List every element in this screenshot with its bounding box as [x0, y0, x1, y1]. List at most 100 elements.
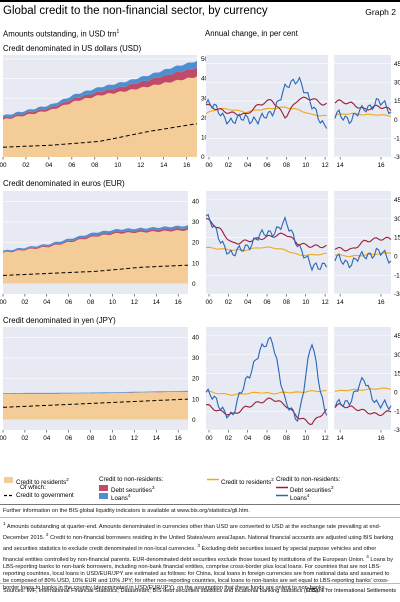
right-xtick-1-6: 12 — [322, 299, 330, 306]
right-ytick-2-1: -15 — [394, 408, 400, 415]
further-info: Further information on the BIS global li… — [3, 508, 250, 514]
right-ytick-1-2: 0 — [394, 254, 398, 261]
series-1-panel-2-b — [334, 402, 392, 417]
right-ytick-0-3: 15 — [394, 98, 400, 105]
right-ytick-0-0: -30 — [394, 154, 400, 161]
right-xtick-1-2: 04 — [244, 299, 252, 306]
series-0-panel-1-a — [205, 246, 327, 257]
right-xtick-2-2: 04 — [244, 435, 252, 442]
line-government-1 — [2, 264, 188, 276]
left-xtick-0-2: 04 — [45, 162, 53, 169]
line-government-0 — [2, 123, 198, 148]
loans-line-swatch — [276, 494, 288, 497]
left-xtick-1-3: 06 — [65, 299, 73, 306]
right-xtick-1-8: 16 — [377, 299, 385, 306]
left-xtick-1-0: 00 — [0, 299, 7, 306]
right-xtick-2-0: 00 — [205, 435, 213, 442]
legend-loans: Loans4 — [111, 493, 131, 503]
right-panel-frame-0 — [206, 55, 391, 157]
left-ytick-2-4: 40 — [192, 335, 200, 342]
left-xtick-0-0: 00 — [0, 162, 7, 169]
area-debt-0 — [3, 67, 197, 120]
right-ytick-0-2: 0 — [394, 117, 398, 124]
left-ytick-2-0: 0 — [192, 417, 196, 424]
residents-swatch — [4, 477, 13, 483]
area-residents-2 — [3, 391, 188, 420]
right-xtick-1-1: 02 — [225, 299, 233, 306]
left-xtick-0-5: 10 — [114, 162, 122, 169]
right-ytick-0-5: 45 — [394, 61, 400, 68]
right-panel-gap-1 — [328, 191, 335, 294]
series-0-panel-2-a — [206, 390, 327, 396]
right-column-heading: Annual change, in per cent — [205, 29, 298, 38]
right-xtick-1-3: 06 — [263, 299, 271, 306]
left-ytick-0-1: 10 — [201, 135, 209, 142]
section-usd-label: Credit denominated in US dollars (USD) — [3, 44, 142, 53]
right-xtick-2-6: 12 — [322, 435, 330, 442]
left-xtick-0-6: 12 — [137, 162, 145, 169]
left-xtick-0-3: 06 — [68, 162, 76, 169]
left-xtick-2-2: 04 — [43, 435, 51, 442]
right-ytick-1-1: -15 — [394, 272, 400, 279]
left-xtick-2-4: 08 — [87, 435, 95, 442]
series-2-panel-1-b — [334, 247, 392, 269]
area-loans-1 — [3, 225, 188, 253]
right-xtick-1-4: 08 — [283, 299, 291, 306]
right-xtick-0-1: 02 — [225, 162, 233, 169]
left-ytick-0-2: 20 — [201, 115, 209, 122]
right-ytick-1-4: 30 — [394, 216, 400, 223]
right-xtick-0-4: 08 — [283, 162, 291, 169]
left-column-heading: Amounts outstanding, in USD trn1 — [3, 29, 120, 39]
right-ytick-1-5: 45 — [394, 197, 400, 204]
right-xtick-0-3: 06 — [263, 162, 271, 169]
left-xtick-0-4: 08 — [91, 162, 99, 169]
left-ytick-0-0: 0 — [201, 154, 205, 161]
left-xtick-1-2: 04 — [43, 299, 51, 306]
left-xtick-0-7: 14 — [160, 162, 168, 169]
right-ytick-2-2: 0 — [394, 390, 398, 397]
series-2-panel-1-a — [205, 213, 328, 272]
right-ytick-2-0: -30 — [394, 427, 400, 434]
left-ytick-1-2: 20 — [192, 240, 200, 247]
line-government-2 — [3, 398, 189, 408]
copyright: © Bank for International Settlements — [306, 588, 396, 594]
left-ytick-1-0: 0 — [192, 281, 196, 288]
right-xtick-2-8: 16 — [377, 435, 385, 442]
left-xtick-1-5: 10 — [109, 299, 117, 306]
left-ytick-0-5: 50 — [201, 56, 209, 63]
graph-number: Graph 2 — [365, 7, 396, 17]
right-xtick-0-7: 14 — [337, 162, 345, 169]
residents-line-swatch — [207, 478, 219, 481]
series-2-panel-2-b — [334, 376, 392, 411]
left-xtick-2-0: 00 — [0, 435, 7, 442]
series-0-panel-2-b — [334, 387, 392, 392]
legend-r-residents: Credit to residents2 — [221, 477, 274, 487]
area-loans-2 — [3, 390, 188, 394]
divider-rule-3 — [0, 583, 400, 584]
right-xtick-1-0: 00 — [205, 299, 213, 306]
series-2-panel-0-a — [205, 76, 328, 129]
left-xtick-1-8: 16 — [175, 299, 183, 306]
left-ytick-1-3: 30 — [192, 219, 200, 226]
area-debt-1 — [3, 227, 188, 253]
divider-rule — [0, 504, 400, 505]
series-2-panel-2-a — [205, 336, 328, 423]
footnote-1: 1 Amounts outstanding at quarter-end. Am… — [3, 521, 381, 541]
footnotes: 1 Amounts outstanding at quarter-end. Am… — [3, 520, 397, 592]
left-xtick-2-8: 16 — [175, 435, 183, 442]
legend-r-loans: Loans4 — [290, 493, 310, 503]
right-xtick-2-3: 06 — [263, 435, 271, 442]
left-xtick-1-7: 14 — [153, 299, 161, 306]
section-jpy-label: Credit denominated in yen (JPY) — [3, 316, 116, 325]
right-ytick-0-1: -15 — [394, 136, 400, 143]
right-xtick-1-7: 14 — [337, 299, 345, 306]
legend-debt: Debt securities3 — [111, 485, 155, 495]
left-xtick-2-1: 02 — [21, 435, 29, 442]
right-xtick-2-7: 14 — [337, 435, 345, 442]
left-xtick-2-5: 10 — [109, 435, 117, 442]
left-xtick-2-7: 14 — [153, 435, 161, 442]
debt-swatch — [99, 485, 108, 491]
legend-of-which: Of which: — [20, 484, 46, 491]
series-2-panel-0-b — [334, 97, 392, 125]
chart-title: Global credit to the non-financial secto… — [3, 5, 268, 17]
